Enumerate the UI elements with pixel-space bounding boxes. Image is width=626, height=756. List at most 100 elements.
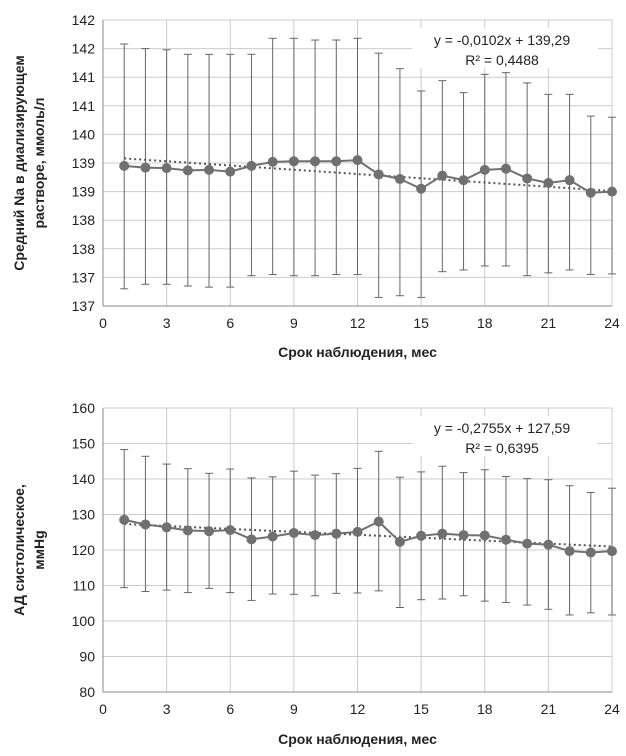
x-tick-label: 6 [226,701,234,717]
data-point [119,160,130,171]
y-axis-label: растворе, ммоль/л [31,97,47,228]
data-point [140,519,151,530]
data-point [161,522,172,533]
data-point [585,547,596,558]
y-tick-label: 100 [72,613,96,629]
series-line [124,159,613,194]
data-point [543,178,554,189]
y-axis-label: ммHg [31,530,47,569]
trendline [124,157,613,193]
data-point [246,534,257,545]
x-tick-label: 0 [99,315,107,331]
x-tick-label: 15 [413,701,429,717]
x-tick-label: 21 [541,315,557,331]
data-point [140,162,151,173]
x-tick-label: 0 [99,701,107,717]
y-tick-label: 137 [72,269,96,285]
data-point [416,530,427,541]
y-tick-label: 141 [72,69,96,85]
x-tick-label: 24 [604,315,620,331]
x-tick-label: 3 [163,701,171,717]
y-tick-label: 160 [72,400,96,416]
y-tick-label: 138 [72,241,96,257]
chart-systolic-bp: 80 90 100 110 120 130 140 150 160 0 3 6 9 12 15 18 21 24 С… [11,400,620,747]
y-tick-label: 138 [72,212,96,228]
trend-equation: R² = 0,4488 [465,52,539,68]
y-tick-label: 142 [72,12,96,28]
y-tick-label: 120 [72,542,96,558]
y-tick-label: 90 [79,649,95,665]
data-point [522,173,533,184]
data-point [416,183,427,194]
data-point [607,186,617,197]
x-tick-label: 15 [413,315,429,331]
data-point [246,160,257,171]
data-point [437,170,448,181]
data-point [288,527,299,538]
x-axis-label: Срок наблюдения, мес [278,344,437,360]
x-tick-label: 9 [290,315,298,331]
x-tick-label: 21 [541,701,557,717]
chart-sodium: 137 137 138 138 139 139 140 141 141 142 142 0 3 6 9 12 1… [11,12,620,360]
data-point [182,165,193,176]
trend-equation: R² = 0,6395 [465,440,539,456]
y-tick-label: 141 [72,98,96,114]
y-tick-label: 130 [72,507,96,523]
y-axis-label: Средний Na в диализирующем [11,55,27,270]
y-tick-label: 142 [72,41,96,57]
data-point [331,528,342,539]
data-point [437,528,448,539]
data-point [564,546,575,557]
data-point [607,546,617,557]
data-point [204,526,215,537]
series-line [123,518,613,554]
x-tick-label: 3 [163,315,171,331]
data-point [394,536,405,547]
data-point [267,531,278,542]
data-point [585,187,596,198]
data-point [225,166,236,177]
data-point [458,530,469,541]
data-point [500,534,511,545]
data-point [119,514,130,525]
y-tick-label: 80 [79,684,95,700]
y-tick-label: 139 [72,184,96,200]
y-tick-label: 110 [73,578,96,594]
trend-equation: y = -0,0102x + 139,29 [434,32,570,48]
x-tick-label: 24 [604,701,620,717]
x-tick-label: 12 [350,315,366,331]
data-point [288,156,299,167]
x-axis-label: Срок наблюдения, мес [278,731,437,747]
trend-equation: y = -0,2755x + 127,59 [434,420,570,436]
data-point [352,155,363,166]
data-point [500,163,511,174]
data-point [352,526,363,537]
annotation-box [412,416,598,456]
data-point [564,175,575,186]
data-point [267,156,278,167]
x-tick-label: 18 [477,315,493,331]
x-tick-label: 6 [226,315,234,331]
data-point [373,516,384,527]
data-point [310,530,321,541]
data-point [373,169,384,180]
data-point [394,174,405,185]
data-point [310,156,321,167]
y-tick-label: 140 [72,471,96,487]
data-point [458,175,469,186]
annotation-box [412,28,598,68]
x-tick-label: 9 [290,701,298,717]
y-tick-label: 137 [72,298,96,314]
data-point [479,530,490,541]
data-point [161,163,172,174]
data-point [182,525,193,536]
data-point [331,156,342,167]
data-point [479,164,490,175]
data-point [543,539,554,550]
y-tick-label: 139 [72,155,96,171]
data-point [225,525,236,536]
x-tick-label: 18 [477,701,493,717]
y-axis-label: АД систолическое, [11,484,27,616]
